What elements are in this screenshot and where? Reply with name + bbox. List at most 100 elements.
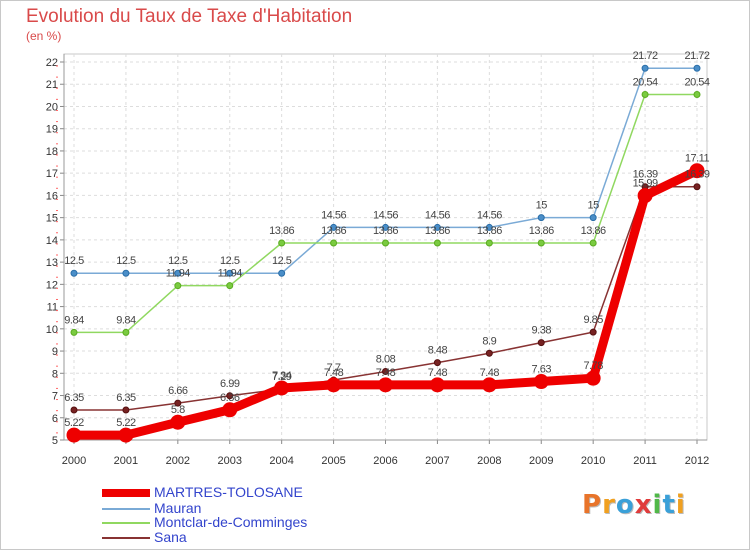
series-point-0 [481,377,497,393]
data-label-0: 7.48 [480,367,500,379]
series-point-0 [118,427,134,443]
series-point-0 [378,377,393,393]
series-point-1 [70,269,78,277]
y-tick-label: 22 [46,57,58,69]
series-point-3 [589,328,597,336]
y-tick-label: 17 [46,168,58,180]
series-point-0 [429,377,445,393]
data-label-2: 13.86 [269,225,294,237]
series-point-0 [689,163,705,179]
y-tick-label: 21 [46,79,58,91]
data-label-0: 5.8 [171,404,185,416]
data-label-0: 7.48 [324,367,344,379]
logo-letter: i [675,490,686,520]
data-label-3: 16.39 [684,169,709,181]
series-point-3 [537,339,545,347]
series-point-2 [485,239,493,247]
data-label-0: 5.22 [116,417,136,429]
chart-title: Evolution du Taux de Taxe d'Habitation [26,6,353,27]
data-label-2: 13.86 [425,225,450,237]
series-point-3 [433,359,441,367]
x-tick-label: 2002 [166,455,190,467]
series-point-2 [537,239,545,247]
data-label-layer: 12.5 12.5 12.5 12.5 12.5 14.56 14.56 14.56 14.56… [64,50,710,429]
legend-swatch-sana [102,537,150,539]
y-tick-label: 5 [52,435,58,447]
data-label-1: 21.72 [633,50,658,62]
series-point-1 [174,269,182,277]
logo-letter: r [602,490,616,520]
x-tick-label: 2012 [685,455,709,467]
data-label-3: 8.9 [482,335,496,347]
data-label-2: 9.84 [64,314,84,326]
y-tick-label: 15 [46,213,58,225]
data-label-0: 15.99 [633,178,658,190]
legend-swatch-montclar [102,522,150,524]
data-label-2: 11.94 [218,268,243,280]
data-label-3: 7.29 [272,371,292,383]
proxiti-logo: Proxiti [582,490,686,520]
series-point-3 [122,406,130,414]
series-point-2 [330,239,338,247]
data-label-3: 8.08 [376,354,396,366]
y-tick-label: 18 [46,146,58,158]
series-point-1 [122,269,130,277]
series-layer [66,64,705,443]
data-label-1: 14.56 [477,209,502,221]
data-label-0: 6.36 [220,392,240,404]
data-label-2: 9.84 [116,314,136,326]
data-label-0: 7.34 [272,370,292,382]
legend-label-sana: Sana [154,529,187,545]
data-label-2: 13.86 [581,225,606,237]
data-label-3: 16.39 [633,169,658,181]
series-point-3 [70,406,78,414]
y-tick-label: 20 [46,101,58,113]
series-point-0 [326,377,342,393]
legend-label-mauran: Mauran [154,500,202,516]
series-point-2 [589,239,597,247]
axis-layer: 5 6 7 8 9 10 11 12 13 14 15 16 17 18 19 20 21 22 2000 2001 2… [46,54,709,467]
y-tick-label: 9 [52,346,58,358]
data-label-3: 9.85 [583,314,603,326]
series-point-3 [485,349,493,357]
data-label-3: 6.66 [168,385,188,397]
x-tick-label: 2003 [218,455,242,467]
data-label-1: 12.5 [168,255,188,267]
x-tick-label: 2000 [62,455,86,467]
series-point-1 [226,269,234,277]
data-label-2: 20.54 [684,76,709,88]
data-label-0: 17.11 [685,153,710,165]
series-point-0 [533,374,549,390]
series-point-0 [66,427,82,443]
x-tick-label: 2005 [321,455,345,467]
x-tick-label: 2007 [425,455,449,467]
series-point-3 [174,399,182,407]
series-point-0 [222,402,238,418]
series-point-1 [485,223,493,231]
data-label-3: 6.35 [116,392,136,404]
x-tick-label: 2004 [269,455,293,467]
logo-letter: i [652,490,663,520]
y-tick-label: 12 [46,279,58,291]
data-label-1: 14.56 [425,209,450,221]
legend-label-martres: MARTRES-TOLOSANE [154,484,303,500]
series-point-2 [641,90,649,98]
series-point-0 [274,380,290,396]
series-point-2 [122,328,130,336]
series-point-2 [226,282,234,290]
logo-letter: o [615,490,635,520]
x-tick-label: 2010 [581,455,605,467]
data-label-2: 20.54 [633,76,658,88]
data-label-1: 14.56 [373,209,398,221]
data-label-1: 21.72 [684,50,709,62]
data-label-0: 7.48 [428,367,448,379]
series-point-0 [585,370,601,386]
series-point-1 [382,223,389,231]
y-tick-label: 13 [46,257,58,269]
data-label-3: 9.38 [532,325,552,337]
y-tick-label: 11 [47,302,58,314]
series-point-1 [693,64,701,72]
series-point-1 [589,214,597,222]
series-point-2 [174,282,182,290]
